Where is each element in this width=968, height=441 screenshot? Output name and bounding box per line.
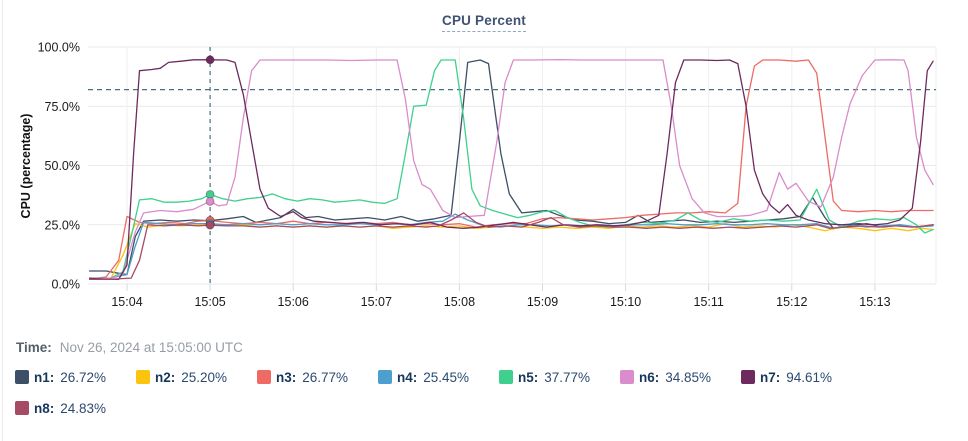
x-tick-label: 15:07 [361,295,392,309]
series-line-n2 [88,222,934,280]
legend-swatch-n8 [15,401,29,415]
legend-item-n8[interactable]: n8: 24.83% [15,399,118,417]
legend-series-name: n6: [639,369,660,385]
y-tick-label: 75.0% [45,100,80,114]
x-tick-label: 15:06 [278,295,309,309]
legend-series-name: n2: [155,369,176,385]
legend-series-value: 94.61% [786,369,833,385]
legend-swatch-n4 [378,370,392,384]
y-tick-label: 0.0% [52,278,81,292]
cursor-dot-n6 [205,196,215,206]
x-tick-label: 15:12 [776,295,807,309]
series-line-n6 [88,58,934,280]
legend-item-n3[interactable]: n3: 26.77% [257,368,360,386]
y-tick-label: 50.0% [45,159,80,173]
legend-item-n4[interactable]: n4: 25.45% [378,368,481,386]
legend-series-value: 26.72% [60,369,107,385]
chart-header: CPU Percent [0,12,968,32]
y-tick-label: 100.0% [38,41,80,55]
legend-swatch-n5 [499,370,513,384]
legend-swatch-n7 [741,370,755,384]
legend-swatch-n6 [620,370,634,384]
legend-series-value: 26.77% [302,369,349,385]
time-row: Time: Nov 26, 2024 at 15:05:00 UTC [16,340,243,355]
x-tick-label: 15:13 [859,295,890,309]
legend: n1: 26.72% n2: 25.20% n3: 26.77% n4: 25.45% n5: 3… [15,368,955,417]
time-value: Nov 26, 2024 at 15:05:00 UTC [59,340,243,355]
legend-series-name: n4: [397,369,418,385]
legend-swatch-n1 [15,370,29,384]
legend-series-name: n1: [34,369,55,385]
legend-series-value: 25.20% [181,369,228,385]
series-line-n7 [88,59,934,280]
legend-swatch-n3 [257,370,271,384]
legend-series-name: n3: [276,369,297,385]
card-left-border [2,0,3,441]
legend-item-n5[interactable]: n5: 37.77% [499,368,602,386]
legend-item-n1[interactable]: n1: 26.72% [15,368,118,386]
legend-series-name: n8: [34,400,55,416]
x-tick-label: 15:11 [694,295,724,309]
cursor-dot-n7 [205,55,215,65]
cursor-dot-n8 [205,220,215,230]
legend-series-name: n5: [518,369,539,385]
series-line-n3 [88,59,934,280]
legend-item-n6[interactable]: n6: 34.85% [620,368,723,386]
y-axis-title: CPU (percentage) [19,114,33,219]
legend-swatch-n2 [136,370,150,384]
series-line-n5 [88,59,934,280]
legend-item-n7[interactable]: n7: 94.61% [741,368,844,386]
series-line-n4 [88,213,934,279]
y-tick-label: 25.0% [45,218,80,232]
legend-series-value: 24.83% [60,400,107,416]
chart-title[interactable]: CPU Percent [442,13,526,32]
x-tick-label: 15:10 [610,295,641,309]
time-label: Time: [16,340,52,355]
x-tick-label: 15:09 [527,295,558,309]
x-tick-label: 15:08 [444,295,475,309]
legend-series-value: 25.45% [423,369,470,385]
legend-series-value: 37.77% [544,369,591,385]
legend-item-n2[interactable]: n2: 25.20% [136,368,239,386]
series-line-n8 [88,212,934,280]
series-line-n1 [88,59,934,276]
cpu-chart[interactable]: 0.0% 25.0% 50.0% 75.0% 100.0% 15:04 15:05 15:06… [0,0,968,320]
legend-series-value: 34.85% [665,369,712,385]
legend-series-name: n7: [760,369,781,385]
x-tick-label: 15:04 [111,295,142,309]
x-tick-label: 15:05 [194,295,225,309]
